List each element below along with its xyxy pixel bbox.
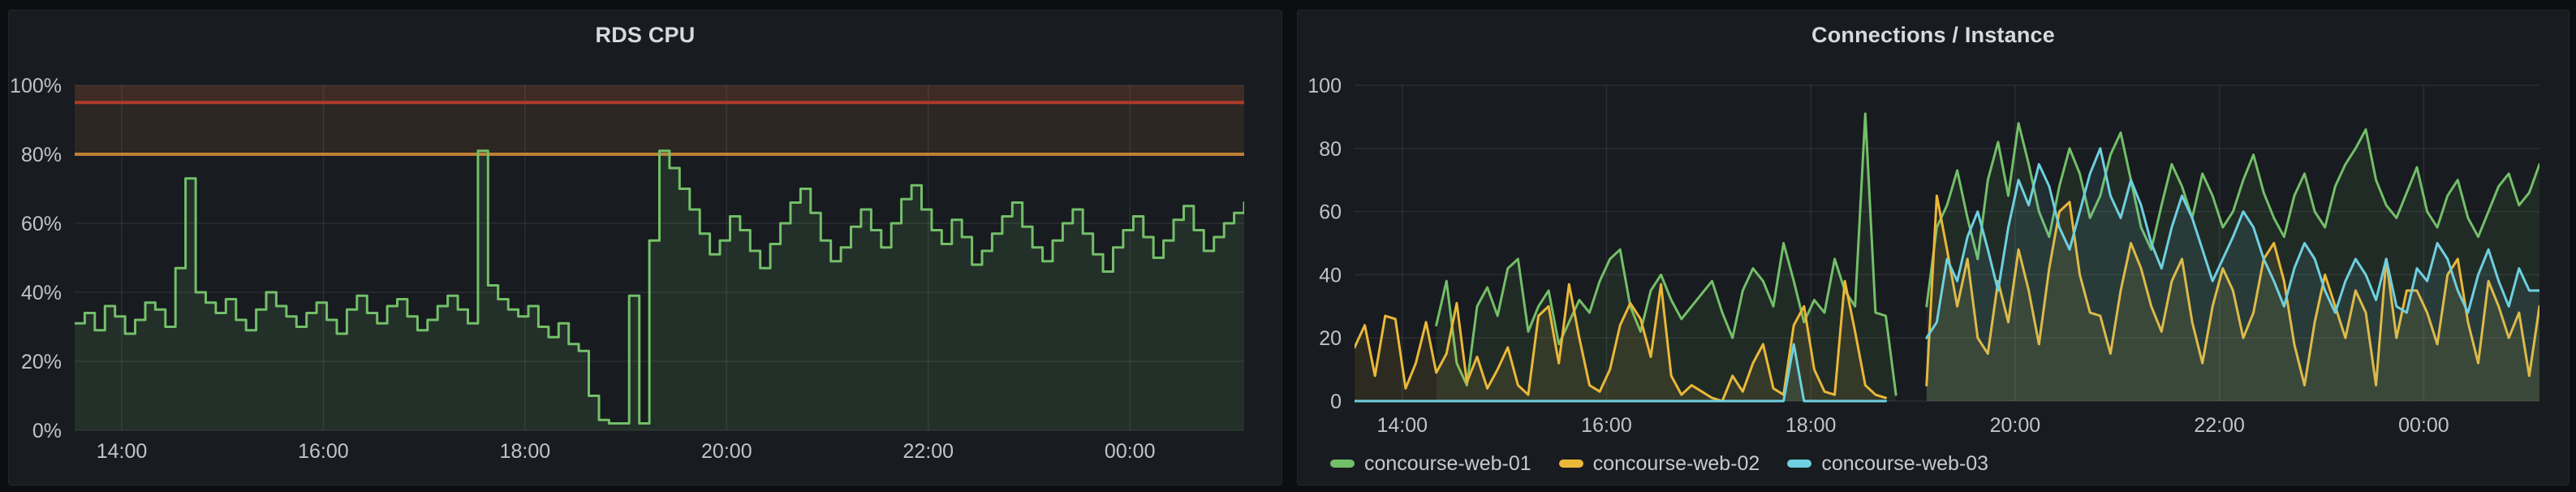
series-line-concourse-web-01 <box>1925 122 2539 308</box>
y-tick-label: 20 <box>1319 327 1342 350</box>
x-tick-label: 14:00 <box>97 440 148 463</box>
panel-connections-instance: 0 20 40 60 80 100 14:00 16:00 18:00 20:00 22:00 00:… <box>1297 10 2570 486</box>
chart-svg: 0% 20% 40% 60% 80% 100% 14:00 16:00 18:00 20:00 22… <box>10 75 1244 463</box>
legend-label: concourse-web-03 <box>1821 451 1989 475</box>
series-line-concourse-web-02 <box>1355 279 1887 403</box>
series-area-concourse-web-02 <box>1926 196 2539 401</box>
x-tick-label: 00:00 <box>2398 414 2449 437</box>
panel-title-connections: Connections / Instance <box>1811 22 2055 47</box>
series-line-concourse-web-03 <box>1355 343 1887 403</box>
series-area-CPU utilization <box>75 150 1244 430</box>
x-tick-label: 16:00 <box>298 440 349 463</box>
legend-item-concourse-web-02[interactable]: concourse-web-02 <box>1558 451 1760 476</box>
y-tick-label: 20% <box>21 351 62 373</box>
panel-header-rds-cpu[interactable]: RDS CPU <box>9 19 1282 51</box>
x-tick-label: 22:00 <box>2194 414 2245 437</box>
x-tick-label: 16:00 <box>1581 414 1632 437</box>
x-tick-label: 22:00 <box>902 440 954 463</box>
x-tick-label: 00:00 <box>1105 440 1156 463</box>
legend-swatch-icon <box>1330 460 1355 468</box>
legend-item-concourse-web-01[interactable]: concourse-web-01 <box>1330 452 1531 476</box>
x-tick-label: 14:00 <box>1376 414 1428 437</box>
panel-rds-cpu: 0% 20% 40% 60% 80% 100% 14:00 16:00 18:00 20:00 22… <box>8 10 1282 486</box>
y-tick-label: 80 <box>1319 138 1342 161</box>
y-tick-label: 0% <box>32 420 62 442</box>
legend: concourse-web-01 concourse-web-02 concours… <box>1330 449 1988 478</box>
series-area-concourse-web-02 <box>1355 281 1886 401</box>
legend-label: concourse-web-02 <box>1592 451 1760 475</box>
series-area-concourse-web-01 <box>1436 114 1897 401</box>
y-tick-label: 100 <box>1307 75 1342 97</box>
y-tick-label: 60 <box>1319 201 1342 224</box>
series-line-concourse-web-02 <box>1925 194 2539 386</box>
threshold-region <box>75 85 1244 103</box>
rds-cpu-chart-area[interactable]: 0% 20% 40% 60% 80% 100% 14:00 16:00 18:00 20:00 22… <box>9 11 1282 485</box>
series-area-concourse-web-03 <box>1926 148 2539 402</box>
series-area-concourse-web-01 <box>1926 123 2539 401</box>
y-tick-label: 60% <box>21 213 62 235</box>
x-tick-label: 18:00 <box>1786 414 1837 437</box>
legend-swatch-icon <box>1558 460 1583 468</box>
x-tick-label: 20:00 <box>701 440 752 463</box>
series-line-CPU utilization <box>75 149 1244 425</box>
legend-swatch-icon <box>1787 460 1812 468</box>
y-tick-label: 100% <box>10 75 62 97</box>
legend-label: concourse-web-01 <box>1364 451 1531 475</box>
x-tick-label: 20:00 <box>1990 414 2041 437</box>
y-tick-label: 40% <box>21 282 62 304</box>
legend-item-concourse-web-03[interactable]: concourse-web-03 <box>1787 452 1988 476</box>
x-tick-label: 18:00 <box>500 440 551 463</box>
threshold-region <box>75 102 1244 154</box>
connections-chart-area[interactable]: 0 20 40 60 80 100 14:00 16:00 18:00 20:00 22:00 00:… <box>1298 11 2569 485</box>
series-line-concourse-web-01 <box>1435 112 1898 396</box>
y-tick-label: 40 <box>1319 264 1342 287</box>
series-line-concourse-web-03 <box>1925 147 2539 339</box>
y-tick-label: 80% <box>21 144 62 166</box>
y-tick-label: 0 <box>1330 391 1342 413</box>
panel-title-rds-cpu: RDS CPU <box>595 22 696 47</box>
panel-header-connections[interactable]: Connections / Instance <box>1298 19 2569 51</box>
chart-svg: 0 20 40 60 80 100 14:00 16:00 18:00 20:00 22:00 00:… <box>1307 75 2539 437</box>
